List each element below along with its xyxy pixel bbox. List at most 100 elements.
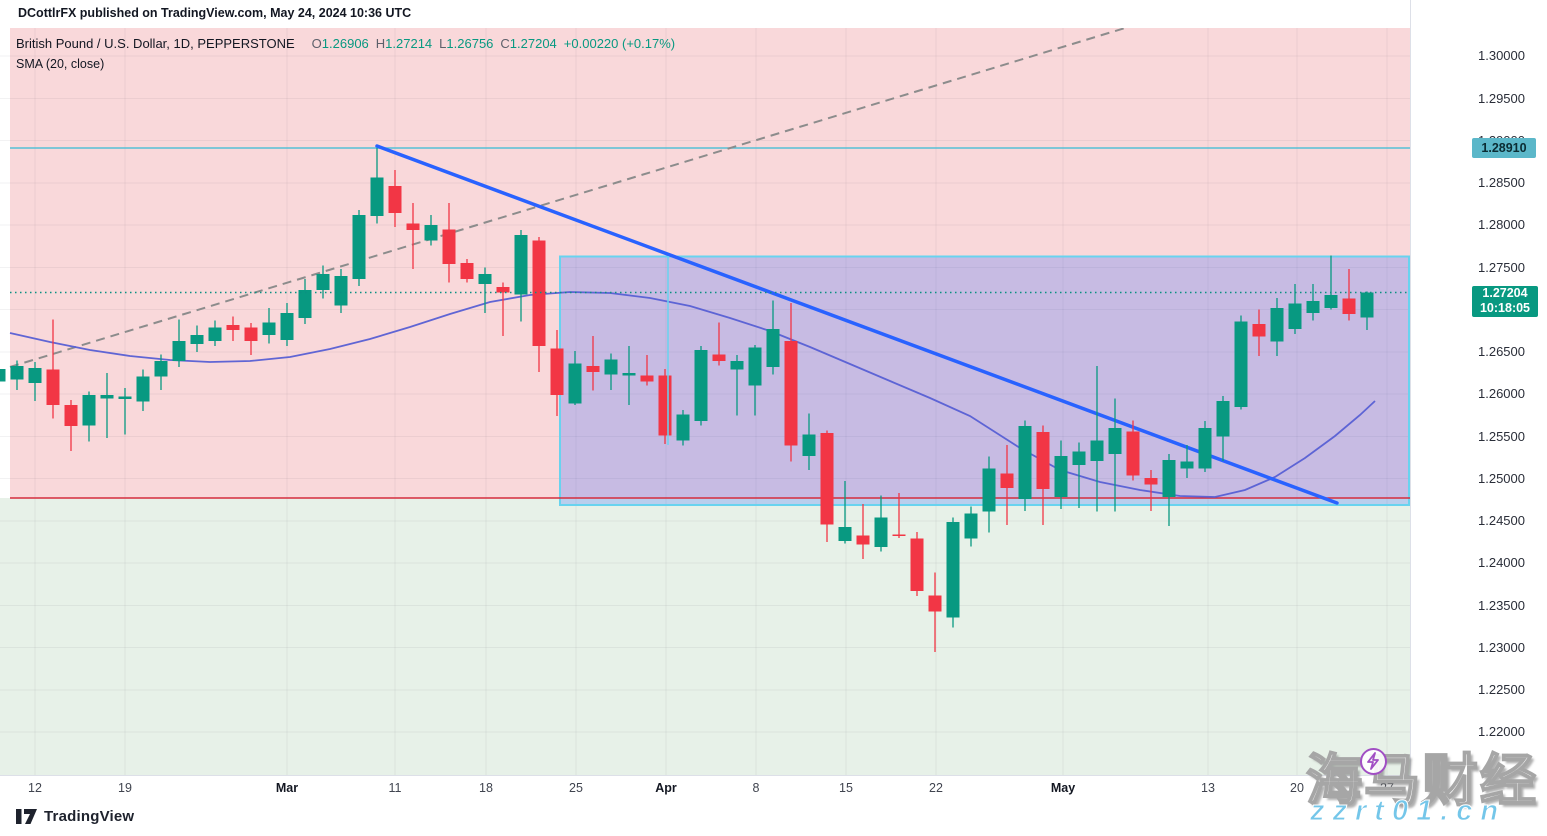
time-axis[interactable]: 12 19 Mar 11 18 25 Apr 8 15 22 May 13 20 27 bbox=[0, 775, 1410, 801]
lower-green-zone bbox=[0, 498, 1410, 775]
price-tick-label: 1.23500 bbox=[1478, 597, 1525, 613]
candle-body bbox=[550, 348, 564, 395]
candle-body bbox=[982, 468, 996, 512]
chart-legend: British Pound / U.S. Dollar, 1D, PEPPERS… bbox=[16, 34, 675, 74]
candle-body bbox=[1216, 401, 1230, 437]
ohlc-key: H bbox=[375, 36, 386, 51]
candle-body bbox=[1324, 295, 1338, 308]
candle-body bbox=[478, 274, 492, 284]
time-axis-month-label: May bbox=[1050, 781, 1076, 795]
candle-body bbox=[262, 322, 276, 335]
candle-body bbox=[388, 186, 402, 213]
candle-body bbox=[640, 375, 654, 382]
change-value: +0.00220 (+0.17%) bbox=[563, 36, 676, 51]
candle-body bbox=[1270, 308, 1284, 342]
price-tick-label: 1.24000 bbox=[1478, 555, 1525, 570]
candle-body bbox=[514, 235, 528, 295]
price-tick-label: 1.28000 bbox=[1478, 217, 1525, 232]
candle-body bbox=[766, 329, 780, 367]
candle-body bbox=[154, 361, 168, 377]
candlestick-chart[interactable] bbox=[0, 0, 1410, 780]
indicator-label[interactable]: SMA (20, close) bbox=[16, 57, 105, 71]
candle-body bbox=[208, 327, 222, 341]
price-tick-label: 1.25500 bbox=[1478, 428, 1525, 444]
legend-indicator-row: SMA (20, close) bbox=[16, 54, 675, 74]
tradingview-logo[interactable]: TradingView bbox=[16, 808, 134, 825]
time-axis-label: 8 bbox=[752, 781, 760, 795]
candle-body bbox=[1144, 478, 1158, 485]
ohlc-key: C bbox=[500, 36, 510, 51]
candle-body bbox=[118, 396, 132, 399]
candle-body bbox=[856, 535, 870, 545]
resistance-price-value: 1.28910 bbox=[1481, 141, 1527, 155]
candle-body bbox=[1000, 473, 1014, 488]
candle-body bbox=[136, 376, 150, 402]
ohlc-key: O bbox=[311, 36, 322, 51]
candle-body bbox=[460, 263, 474, 279]
last-price-badge: 1.27204 10:18:05 bbox=[1472, 285, 1538, 317]
candle-body bbox=[64, 405, 78, 426]
time-axis-month-label: Mar bbox=[275, 781, 299, 795]
footer-bar: TradingView bbox=[0, 800, 1547, 836]
time-axis-month-label: Apr bbox=[655, 781, 677, 795]
candle-body bbox=[172, 341, 186, 361]
candle-body bbox=[730, 361, 744, 370]
candle-body bbox=[928, 595, 942, 612]
price-axis[interactable]: 1.28910 1.27204 10:18:05 1.30000 1.29500 1… bbox=[1410, 0, 1547, 836]
candle-body bbox=[1162, 460, 1176, 497]
countdown-timer: 10:18:05 bbox=[1479, 301, 1531, 315]
time-axis-label: 15 bbox=[839, 781, 853, 795]
price-tick-label: 1.24500 bbox=[1478, 513, 1525, 528]
candle-body bbox=[802, 434, 816, 456]
time-axis-label: 27 bbox=[1380, 781, 1394, 795]
candle-body bbox=[1054, 456, 1068, 497]
candle-body bbox=[1108, 428, 1122, 454]
ohlc-value: 1.26906 bbox=[321, 36, 369, 51]
candle-body bbox=[676, 414, 690, 441]
ohlc-values: O1.26906 H1.27214 L1.26756 C1.27204 bbox=[305, 36, 557, 51]
ohlc-value: 1.26756 bbox=[446, 36, 494, 51]
ohlc-key: L bbox=[439, 36, 447, 51]
price-tick-label: 1.27500 bbox=[1478, 259, 1525, 275]
candle-body bbox=[1018, 426, 1032, 499]
candle-body bbox=[352, 215, 366, 279]
candle-body bbox=[316, 274, 330, 290]
candle-body bbox=[10, 366, 24, 380]
watermark-chinese-text: 海马财经 bbox=[1305, 748, 1538, 813]
candle-body bbox=[1342, 298, 1356, 314]
candle-body bbox=[1180, 461, 1194, 469]
candle-body bbox=[820, 433, 834, 525]
time-axis-label: 18 bbox=[479, 781, 493, 795]
candle-body bbox=[244, 327, 258, 341]
legend-symbol-row: British Pound / U.S. Dollar, 1D, PEPPERS… bbox=[16, 34, 675, 54]
candle-body bbox=[298, 290, 312, 318]
candle-body bbox=[0, 369, 6, 382]
candle-body bbox=[1198, 428, 1212, 469]
candle-body bbox=[712, 354, 726, 361]
symbol-title[interactable]: British Pound / U.S. Dollar, 1D, PEPPERS… bbox=[16, 36, 295, 51]
rectangle-drawing[interactable] bbox=[559, 255, 1410, 506]
candle-body bbox=[838, 527, 852, 541]
candle-body bbox=[226, 325, 240, 330]
candle-body bbox=[424, 225, 438, 241]
sma-line[interactable] bbox=[9, 291, 1376, 498]
candle-body bbox=[532, 240, 546, 346]
last-price-value: 1.27204 bbox=[1482, 285, 1528, 300]
candle-body bbox=[1306, 301, 1320, 313]
candle-body bbox=[28, 368, 42, 383]
price-tick-label: 1.25000 bbox=[1478, 470, 1525, 486]
candle-body bbox=[280, 313, 294, 340]
falling-blue-trendline[interactable] bbox=[375, 144, 1339, 505]
watermark-arrow-circle-icon bbox=[1360, 748, 1387, 775]
candle-body bbox=[892, 534, 906, 536]
upper-pink-zone bbox=[10, 28, 1410, 498]
candle-body bbox=[100, 395, 114, 399]
ohlc-value: 1.27204 bbox=[509, 36, 557, 51]
time-axis-label: 12 bbox=[28, 781, 42, 795]
candle-body bbox=[694, 350, 708, 421]
candle-body bbox=[622, 373, 636, 376]
candle-body bbox=[1126, 431, 1140, 476]
candle-body bbox=[874, 517, 888, 547]
ohlc-value: 1.27214 bbox=[385, 36, 433, 51]
price-tick-label: 1.23000 bbox=[1478, 639, 1525, 655]
